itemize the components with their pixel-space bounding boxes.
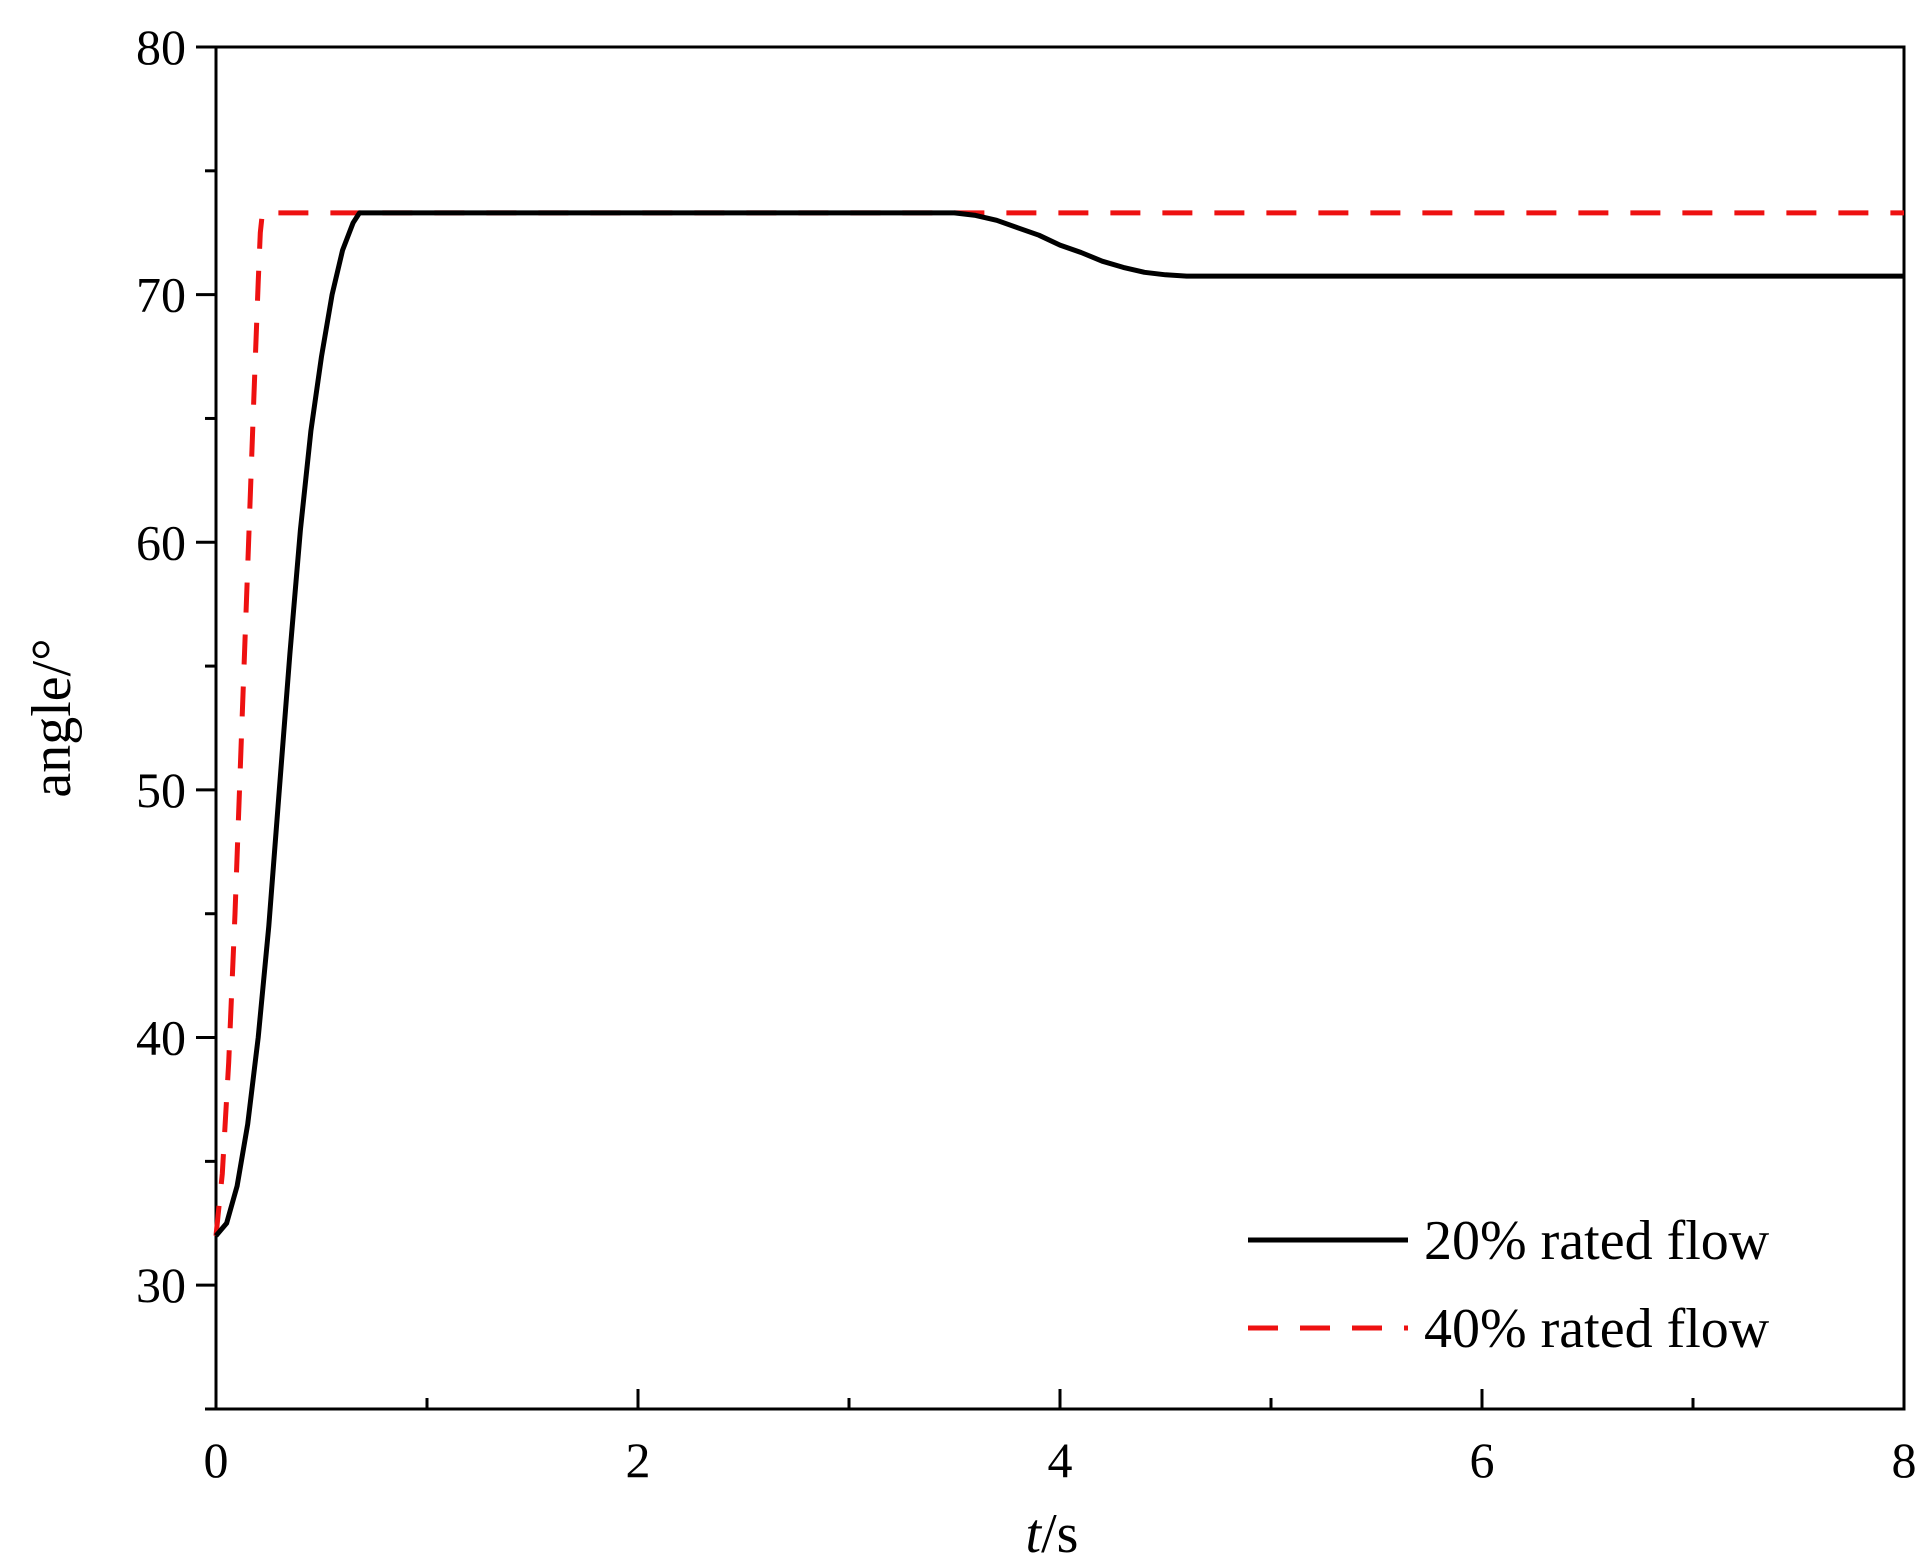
y-tick-label: 40 — [136, 1010, 186, 1066]
y-tick-label: 70 — [136, 267, 186, 323]
x-tick-label: 4 — [1048, 1432, 1073, 1488]
series-line-20-rated-flow — [214, 210, 1904, 1238]
plot-border — [214, 45, 1906, 1411]
x-axis-label-symbol: t — [1026, 1503, 1043, 1565]
y-axis-ticks: 30 40 50 60 70 80 — [136, 19, 216, 1411]
x-axis-ticks: 0 2 4 6 8 — [204, 1389, 1917, 1488]
axes-frame — [214, 45, 1906, 1411]
x-axis-label-unit: /s — [1041, 1503, 1078, 1565]
x-tick-label: 8 — [1892, 1432, 1917, 1488]
series-layer — [213, 210, 1904, 1238]
y-tick-label: 80 — [136, 19, 186, 75]
y-tick-label: 30 — [136, 1257, 186, 1313]
legend-label-40-rated-flow: 40% rated flow — [1424, 1298, 1770, 1360]
legend: 20% rated flow 40% rated flow — [1248, 1210, 1770, 1360]
y-tick-label: 50 — [136, 762, 186, 818]
x-tick-label: 6 — [1470, 1432, 1495, 1488]
series-line-40-rated-flow — [213, 210, 1904, 1236]
legend-label-20-rated-flow: 20% rated flow — [1424, 1210, 1770, 1272]
x-axis-label: t/s — [1026, 1503, 1079, 1565]
y-tick-label: 60 — [136, 514, 186, 570]
x-tick-label: 2 — [626, 1432, 651, 1488]
x-tick-label: 0 — [204, 1432, 229, 1488]
y-axis-label: angle/° — [21, 638, 83, 797]
